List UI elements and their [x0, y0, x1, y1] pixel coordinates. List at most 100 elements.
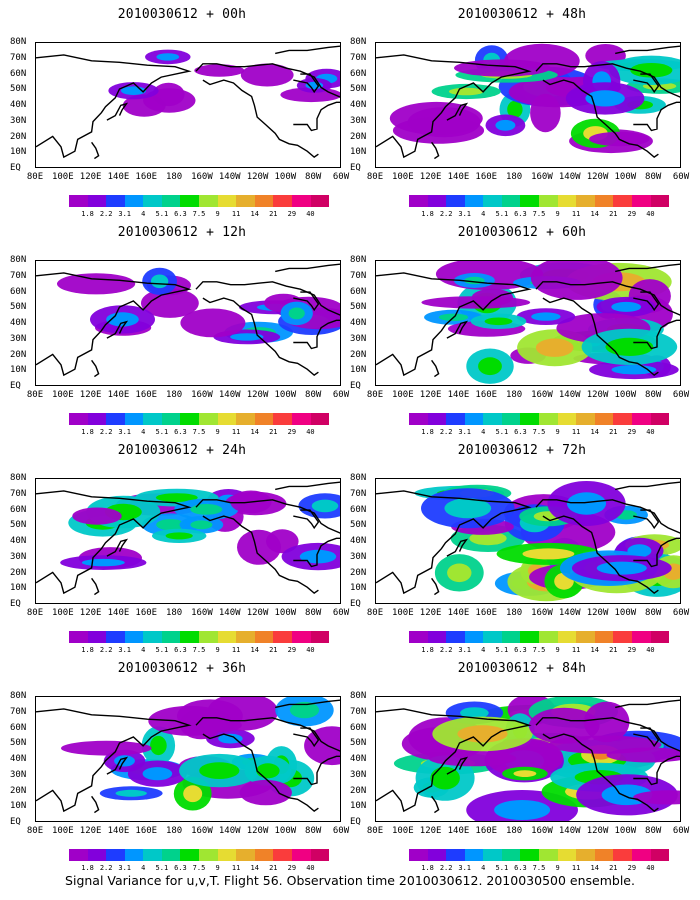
longitude-tick-label: 120W: [586, 826, 609, 836]
colorbar-swatch: [631, 195, 651, 207]
signal-contour: [611, 365, 657, 375]
longitude-tick-label: 160E: [475, 172, 498, 182]
colorbar-swatch: [631, 631, 651, 643]
coastline: [633, 537, 680, 568]
signal-contour: [304, 726, 340, 766]
colorbar-label: 11: [231, 864, 241, 872]
latitude-tick-label: 80N: [10, 691, 27, 701]
colorbar-swatch: [199, 631, 218, 643]
colorbar-swatch: [557, 849, 577, 861]
colorbar-label: 21: [269, 864, 278, 872]
coastline: [293, 319, 340, 350]
coastline: [293, 537, 340, 568]
latitude-tick-label: 70N: [10, 488, 27, 499]
longitude-tick-label: 160E: [135, 390, 158, 400]
colorbar-label: 7.5: [192, 210, 206, 218]
longitude-tick-label: 80W: [645, 390, 662, 400]
signal-contour: [156, 519, 185, 531]
colorbar: [409, 413, 670, 425]
colorbar-label: 21: [609, 210, 618, 218]
colorbar-swatch: [273, 413, 292, 425]
signal-contour: [230, 333, 264, 341]
longitude-tick-label: 160W: [191, 172, 213, 182]
signal-contour: [448, 87, 484, 96]
colorbar-label: 7.5: [532, 864, 546, 872]
colorbar-label: 1.8: [81, 646, 94, 654]
colorbar-swatch: [87, 195, 107, 207]
colorbar-swatch: [124, 195, 144, 207]
coastline: [446, 756, 469, 775]
colorbar-label: 1.8: [421, 864, 434, 872]
colorbar-label: 21: [269, 428, 278, 436]
latitude-tick-label: 30N: [350, 333, 367, 344]
map-panel: 2010030612 + 48h 80N 70N 60N 50N 40N 30N 20N 10N…: [350, 0, 692, 220]
colorbar-swatch: [310, 849, 330, 861]
colorbar-swatch: [613, 631, 632, 643]
latitude-tick-label: 30N: [350, 115, 367, 126]
colorbar-swatch: [650, 849, 670, 861]
longitude-tick-label: 100W: [274, 172, 297, 182]
signal-contour: [469, 531, 507, 546]
colorbar-label: 40: [646, 646, 655, 654]
latitude-tick-label: 80N: [10, 473, 27, 483]
colorbar-label: 2.2: [99, 428, 113, 436]
signal-contour: [535, 338, 574, 357]
colorbar-swatch: [124, 849, 144, 861]
colorbar-label: 4: [481, 210, 486, 218]
longitude-tick-label: 120W: [246, 608, 269, 618]
coastline: [91, 795, 100, 814]
coastline: [91, 359, 100, 378]
latitude-tick-label: 20N: [10, 349, 27, 360]
signal-contour: [177, 699, 243, 733]
latitude-tick-label: 60N: [10, 722, 27, 733]
longitude-tick-label: 180: [165, 826, 183, 836]
colorbar-label: 40: [306, 646, 315, 654]
latitude-tick-label: 40N: [350, 100, 367, 110]
colorbar-swatch: [594, 195, 614, 207]
coastline: [36, 54, 192, 159]
signal-contour: [180, 308, 246, 338]
longitude-tick-label: 120E: [419, 608, 442, 618]
longitude-tick-label: 140W: [558, 826, 581, 836]
colorbar-swatch: [427, 849, 447, 861]
colorbar-swatch: [539, 413, 558, 425]
longitude-tick-label: 160W: [191, 390, 213, 400]
longitude-tick-label: 160W: [191, 826, 213, 836]
coastline: [202, 733, 319, 812]
colorbar-label: 21: [609, 428, 618, 436]
colorbar-label: 14: [590, 428, 599, 436]
signal-contour: [239, 779, 292, 806]
map-area: [375, 42, 681, 168]
longitude-tick-label: 180: [505, 390, 523, 400]
longitude-tick-label: 120W: [586, 172, 609, 182]
colorbar-swatch: [557, 631, 577, 643]
colorbar-swatch: [520, 849, 540, 861]
colorbar-label: 11: [231, 210, 241, 218]
colorbar-swatch: [483, 195, 502, 207]
longitude-tick-label: 120W: [586, 390, 609, 400]
colorbar-swatch: [520, 631, 540, 643]
colorbar-label: 5.1: [495, 864, 509, 872]
colorbar-swatch: [501, 631, 521, 643]
longitude-tick-label: 160W: [531, 826, 553, 836]
colorbar-label: 29: [287, 864, 297, 872]
colorbar-swatch: [446, 413, 465, 425]
signal-contour: [531, 312, 561, 321]
colorbar-swatch: [576, 849, 595, 861]
coastline: [195, 499, 340, 534]
colorbar-label: 1.8: [81, 210, 94, 218]
colorbar: [409, 849, 670, 861]
longitude-tick-label: 100W: [274, 390, 297, 400]
signal-contour: [606, 747, 680, 763]
colorbar-swatch: [69, 849, 88, 861]
coastline: [633, 319, 680, 350]
signal-contour: [256, 763, 280, 779]
colorbar-swatch: [539, 195, 558, 207]
colorbar-label: 21: [609, 646, 618, 654]
signal-contour: [183, 785, 203, 803]
signal-contour: [528, 707, 600, 744]
longitude-tick-label: 100W: [614, 172, 637, 182]
signal-contour: [392, 117, 485, 144]
colorbar-swatch: [236, 849, 255, 861]
colorbar-swatch: [106, 631, 125, 643]
